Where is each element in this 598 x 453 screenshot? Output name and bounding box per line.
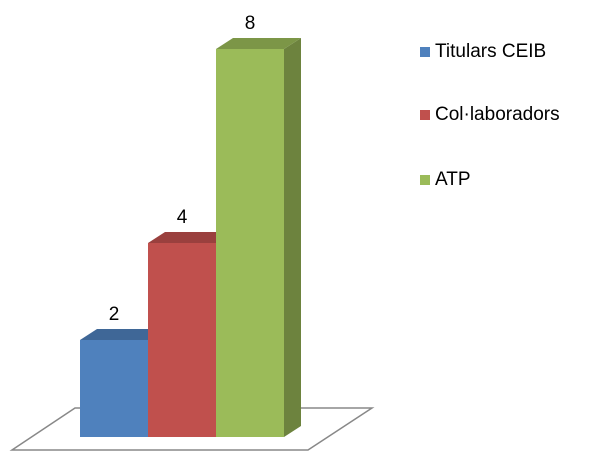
legend-swatch	[420, 110, 430, 120]
bar-top	[148, 232, 233, 243]
bar	[216, 49, 284, 437]
bar	[148, 243, 216, 437]
bar	[80, 340, 148, 437]
bar-side	[284, 38, 301, 437]
legend-label: Titulars CEIB	[435, 41, 546, 62]
bar-top	[216, 38, 301, 49]
legend-label: Col·laboradors	[435, 104, 560, 125]
legend-swatch	[420, 175, 430, 185]
legend-swatch	[420, 47, 430, 57]
data-label: 2	[109, 304, 120, 325]
data-label: 4	[177, 207, 188, 228]
data-label: 8	[245, 13, 256, 34]
bar-top	[80, 329, 165, 340]
legend-label: ATP	[435, 169, 471, 190]
